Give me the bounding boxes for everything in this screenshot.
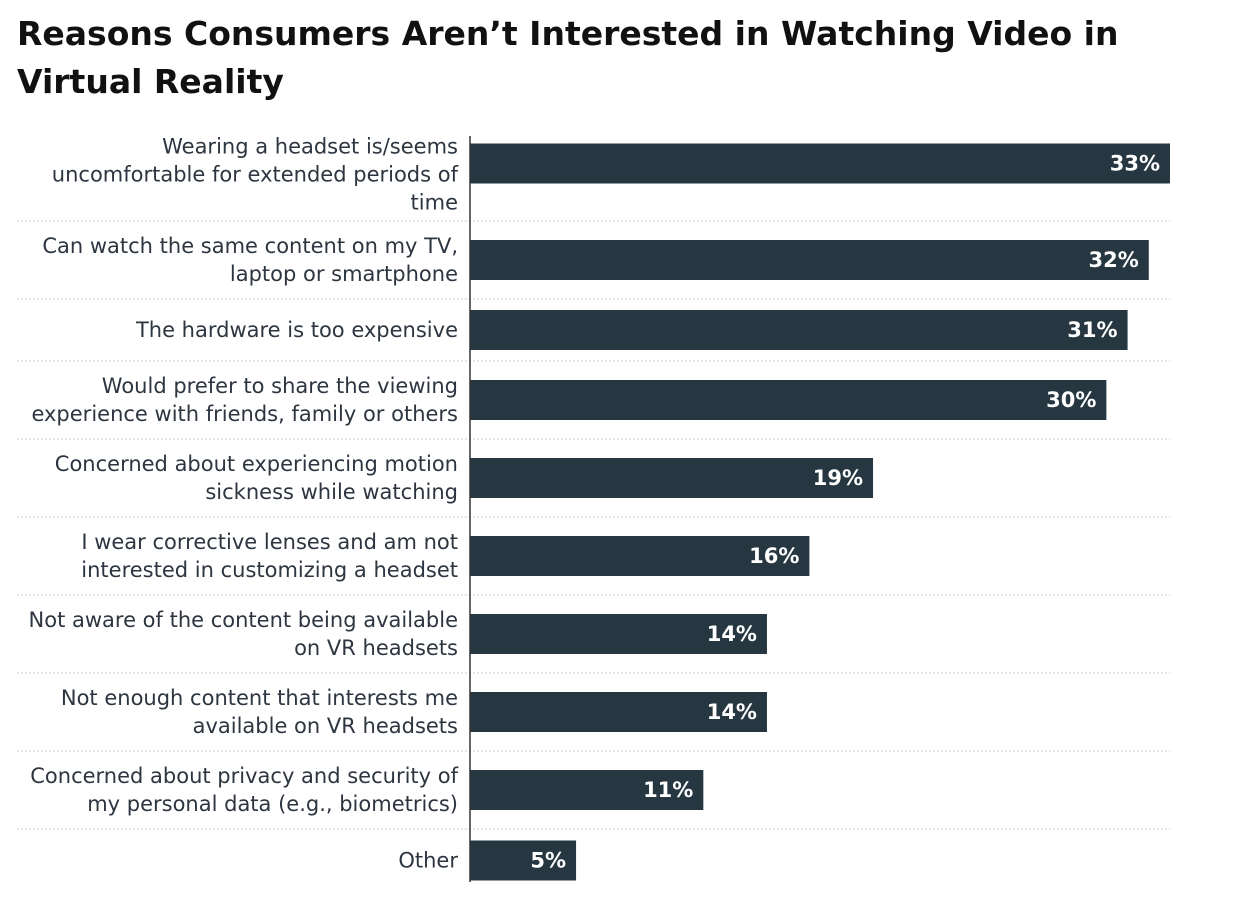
category-label-line: time — [411, 191, 458, 215]
category-label-line: Other — [398, 849, 458, 873]
chart-title: Reasons Consumers Aren’t Interested in W… — [17, 14, 1119, 101]
category-label-line: Concerned about privacy and security of — [30, 764, 458, 788]
value-label: 30% — [1046, 388, 1096, 412]
category-label: Not aware of the content being available… — [29, 608, 458, 660]
category-label-line: I wear corrective lenses and am not — [81, 530, 458, 554]
value-label: 32% — [1089, 248, 1139, 272]
bar — [470, 614, 767, 654]
value-label: 14% — [707, 622, 757, 646]
category-label-line: laptop or smartphone — [230, 262, 458, 286]
category-label-line: Not enough content that interests me — [61, 686, 458, 710]
category-label: Concerned about experiencing motion sickn… — [55, 452, 458, 504]
category-label-line: uncomfortable for extended periods of — [52, 163, 459, 187]
category-label-line: my personal data (e.g., biometrics) — [87, 792, 458, 816]
value-labels: 33% 32% 31% 30% 19% 16% 14% 14% 11% 5% — [530, 152, 1160, 873]
value-label: 16% — [749, 544, 799, 568]
category-label: Can watch the same content on my TV, lapt… — [42, 234, 458, 286]
value-label: 11% — [643, 778, 693, 802]
category-label: Wearing a headset is/seems uncomfortable … — [52, 135, 459, 215]
bar — [470, 380, 1107, 420]
category-label: I wear corrective lenses and am not inter… — [81, 530, 458, 582]
category-label: Would prefer to share the viewing experie… — [31, 374, 458, 426]
category-label-line: The hardware is too expensive — [135, 318, 458, 342]
bar — [470, 692, 767, 732]
category-labels: Wearing a headset is/seems uncomfortable … — [29, 135, 459, 873]
category-label-line: Wearing a headset is/seems — [162, 135, 458, 159]
bar — [470, 143, 1170, 184]
category-label-line: available on VR headsets — [193, 714, 458, 738]
category-label-line: on VR headsets — [294, 636, 458, 660]
bar — [470, 240, 1149, 280]
category-label-line: sickness while watching — [205, 480, 458, 504]
bar — [470, 840, 577, 881]
category-label-line: interested in customizing a headset — [81, 558, 458, 582]
category-label-line: Concerned about experiencing motion — [55, 452, 458, 476]
value-label: 14% — [707, 700, 757, 724]
value-label: 31% — [1067, 318, 1117, 342]
value-label: 19% — [813, 466, 863, 490]
category-label: Not enough content that interests me avai… — [61, 686, 458, 738]
bar — [470, 770, 704, 810]
row-dividers — [17, 220, 1170, 830]
bar — [470, 458, 874, 498]
value-label: 33% — [1110, 152, 1160, 176]
category-label-line: Can watch the same content on my TV, — [42, 234, 458, 258]
category-label-line: Would prefer to share the viewing — [102, 374, 458, 398]
bars-group — [470, 143, 1170, 881]
category-label-line: Not aware of the content being available — [29, 608, 458, 632]
bar — [470, 310, 1128, 350]
category-label: Concerned about privacy and security of m… — [30, 764, 458, 816]
category-label-line: experience with friends, family or other… — [31, 402, 458, 426]
bar — [470, 536, 810, 576]
value-label: 5% — [530, 849, 566, 873]
category-label: The hardware is too expensive — [135, 318, 458, 342]
category-label: Other — [398, 849, 458, 873]
